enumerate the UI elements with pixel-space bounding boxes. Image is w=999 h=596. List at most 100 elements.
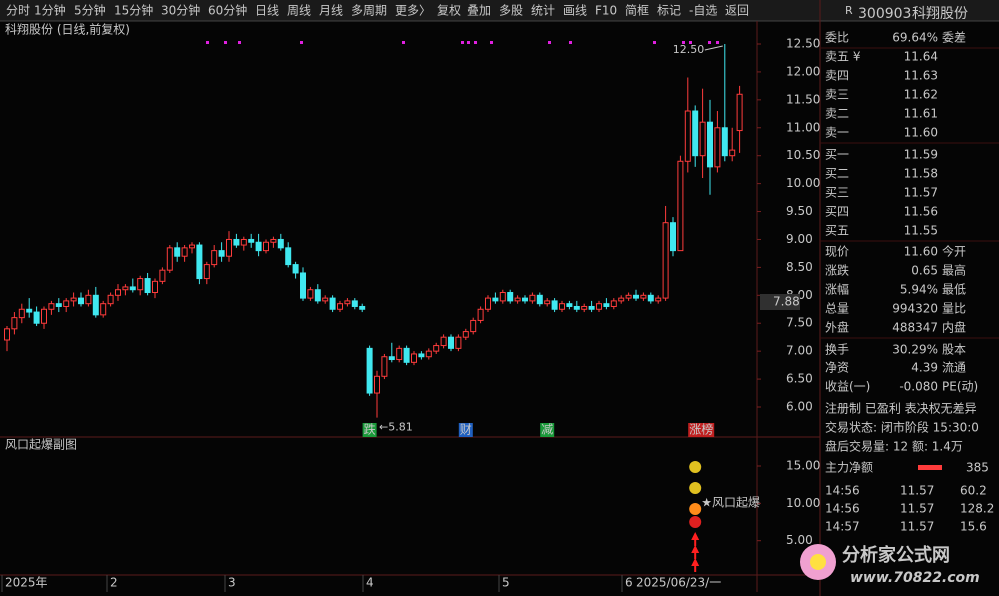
toolbar-button[interactable]: 标记 — [657, 4, 681, 18]
quote-label: 买一 — [825, 148, 849, 162]
candle-body — [677, 160, 684, 252]
toolbar-button[interactable]: 更多〉 — [395, 4, 431, 18]
candle-body — [70, 297, 77, 302]
quote-value: 11.60 — [904, 245, 938, 259]
y-tick-label: 11.50 — [786, 92, 820, 106]
candle-body — [78, 297, 84, 305]
toolbar-button[interactable]: 返回 — [725, 4, 749, 18]
y-tick-label: 12.50 — [786, 37, 820, 51]
toolbar-button[interactable]: 叠加 — [467, 4, 491, 18]
candle-body — [337, 303, 343, 310]
toolbar-button[interactable]: 多周期 — [351, 4, 387, 18]
date-label: 4 — [366, 576, 374, 590]
toolbar-button[interactable]: 周线 — [287, 4, 311, 18]
quote-value: 488347 — [892, 321, 938, 335]
date-label: 6 — [625, 576, 633, 590]
toolbar-button[interactable]: 简框 — [625, 4, 649, 18]
watermark-name: 分析家公式网 — [842, 544, 950, 566]
watermark-url: www.70822.com — [850, 570, 980, 586]
quote-extra: 最低 — [942, 283, 966, 297]
candle-body — [159, 269, 166, 282]
toolbar-button[interactable]: 月线 — [319, 4, 343, 18]
quote-label: 买五 — [825, 224, 849, 238]
event-label: 财 — [460, 423, 472, 437]
toolbar-button[interactable]: 5分钟 — [74, 3, 106, 18]
signal-arrow — [691, 558, 700, 572]
candle-body — [218, 250, 225, 257]
dots — [206, 41, 719, 44]
candle-body — [48, 303, 55, 310]
candle-body — [359, 305, 366, 310]
toolbar-button[interactable]: 日线 — [255, 4, 279, 18]
quote-extra: PE(动) — [942, 380, 978, 394]
y-tick-label: 6.50 — [786, 372, 813, 386]
candle-body — [692, 110, 699, 157]
candle-body — [314, 289, 321, 302]
candle-body — [470, 319, 477, 333]
event-tag — [688, 423, 715, 437]
candle-body — [425, 350, 432, 358]
quote-value: 11.61 — [904, 107, 938, 121]
candle-body — [396, 347, 403, 361]
toolbar-button[interactable]: 15分钟 — [114, 3, 153, 18]
toolbar-button[interactable]: 30分钟 — [161, 3, 200, 18]
candle-body — [707, 121, 713, 168]
candle-body — [684, 110, 691, 162]
flow-label: 主力净额 — [825, 461, 873, 475]
date-label: 5 — [502, 576, 510, 590]
signal-icon — [689, 461, 702, 473]
candle-body — [448, 336, 454, 349]
candle-body — [329, 297, 336, 310]
candle-body — [374, 375, 380, 394]
y-tick-label: 10.00 — [786, 176, 820, 190]
candle-body — [366, 347, 373, 394]
toolbar-button[interactable]: -自选 — [689, 4, 717, 18]
candle-body — [492, 297, 499, 302]
quote-label: 外盘 — [825, 320, 849, 335]
quote-label: 卖四 — [825, 69, 849, 83]
y-tick-label: 5.00 — [786, 533, 813, 547]
y-tick-label: 7.00 — [786, 344, 813, 358]
y-tick-label: 8.50 — [786, 260, 813, 274]
toolbar-button[interactable]: 多股 — [499, 4, 523, 18]
event-label: 涨榜 — [689, 422, 713, 437]
candle-body — [181, 247, 188, 257]
candle-body — [33, 311, 40, 324]
event-tag — [458, 423, 473, 437]
candle-body — [18, 308, 25, 319]
tick-time: 14:57 — [825, 520, 860, 534]
candle-body — [596, 303, 602, 310]
date-label: 2025/06/23/一 — [636, 576, 721, 590]
candle-body — [11, 317, 18, 330]
toolbar-button[interactable]: 1分钟 — [34, 3, 66, 18]
tick-price: 11.57 — [900, 484, 934, 498]
candle-body — [485, 297, 491, 310]
toolbar-button[interactable]: 画线 — [563, 4, 587, 18]
candle-body — [226, 238, 232, 257]
candle-body — [322, 297, 329, 302]
toolbar-button[interactable]: 60分钟 — [208, 3, 247, 18]
candle-body — [85, 294, 92, 305]
quote-label: 涨跌 — [825, 263, 849, 278]
toolbar-button[interactable]: 分时 — [6, 4, 30, 18]
flow-value: 385 — [966, 461, 989, 475]
logo — [810, 554, 826, 570]
quote-value: 0.65 — [911, 264, 938, 278]
signal-arrow — [691, 532, 700, 546]
toolbar-button[interactable]: F10 — [595, 4, 617, 18]
quote-value: 69.64% — [892, 31, 938, 45]
candle-body — [240, 238, 247, 246]
candle-body — [26, 308, 33, 313]
tick-price: 11.57 — [900, 520, 934, 534]
candle-body — [174, 247, 181, 257]
candle-body — [633, 294, 639, 299]
quote-extra: 股本 — [942, 343, 966, 357]
y-tick-label: 10.00 — [786, 496, 820, 510]
toolbar-button[interactable]: 复权 — [437, 4, 461, 18]
candle-body — [507, 292, 514, 302]
badge: R — [845, 4, 853, 17]
candle-body — [122, 286, 129, 291]
candle-body — [137, 278, 144, 291]
toolbar-button[interactable]: 统计 — [531, 4, 555, 18]
candle-body — [729, 149, 736, 157]
